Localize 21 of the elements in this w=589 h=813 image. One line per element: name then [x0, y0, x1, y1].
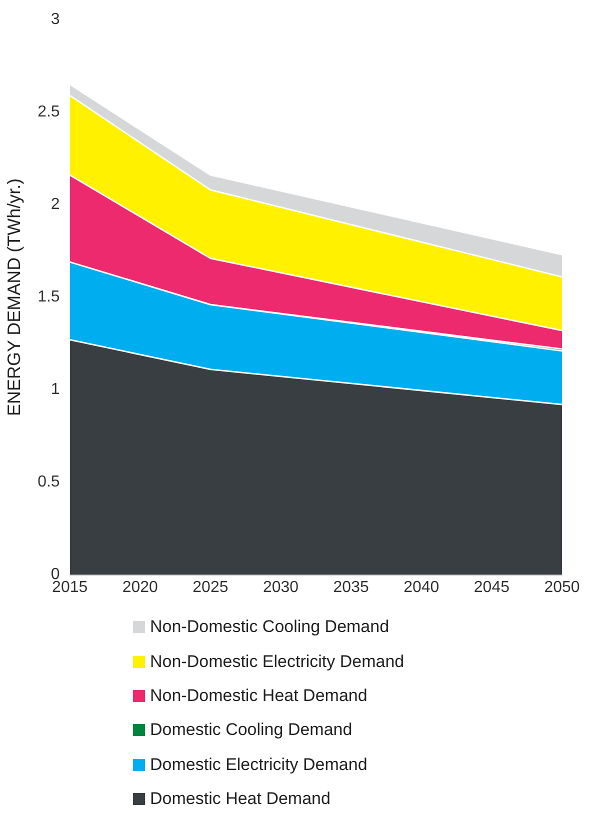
- legend-label: Non-Domestic Electricity Demand: [150, 652, 404, 672]
- y-axis-title: ENERGY DEMAND (TWh/yr.): [4, 178, 24, 416]
- x-tick-label: 2045: [474, 578, 510, 596]
- x-tick-label: 2050: [544, 578, 580, 596]
- x-tick-label: 2025: [192, 578, 228, 596]
- x-tick-label: 2015: [52, 578, 88, 596]
- legend-label: Non-Domestic Heat Demand: [150, 686, 368, 706]
- y-tick-label: 1: [50, 381, 60, 398]
- y-tick-label: 2.5: [38, 104, 60, 121]
- legend-label: Non-Domestic Cooling Demand: [150, 617, 390, 638]
- y-tick-label: 0.5: [38, 474, 60, 491]
- legend-label: Domestic Cooling Demand: [150, 720, 352, 740]
- legend-label: Domestic Electricity Demand: [150, 754, 368, 775]
- x-tick-label: 2020: [122, 578, 158, 596]
- y-tick-label: 1.5: [38, 288, 60, 306]
- y-tick-label: 3: [50, 11, 60, 28]
- y-tick-label: 2: [50, 196, 60, 214]
- legend-label: Domestic Heat Demand: [150, 789, 330, 810]
- x-tick-label: 2030: [262, 578, 299, 596]
- x-tick-label: 2035: [333, 578, 369, 596]
- x-tick-label: 2040: [404, 578, 440, 596]
